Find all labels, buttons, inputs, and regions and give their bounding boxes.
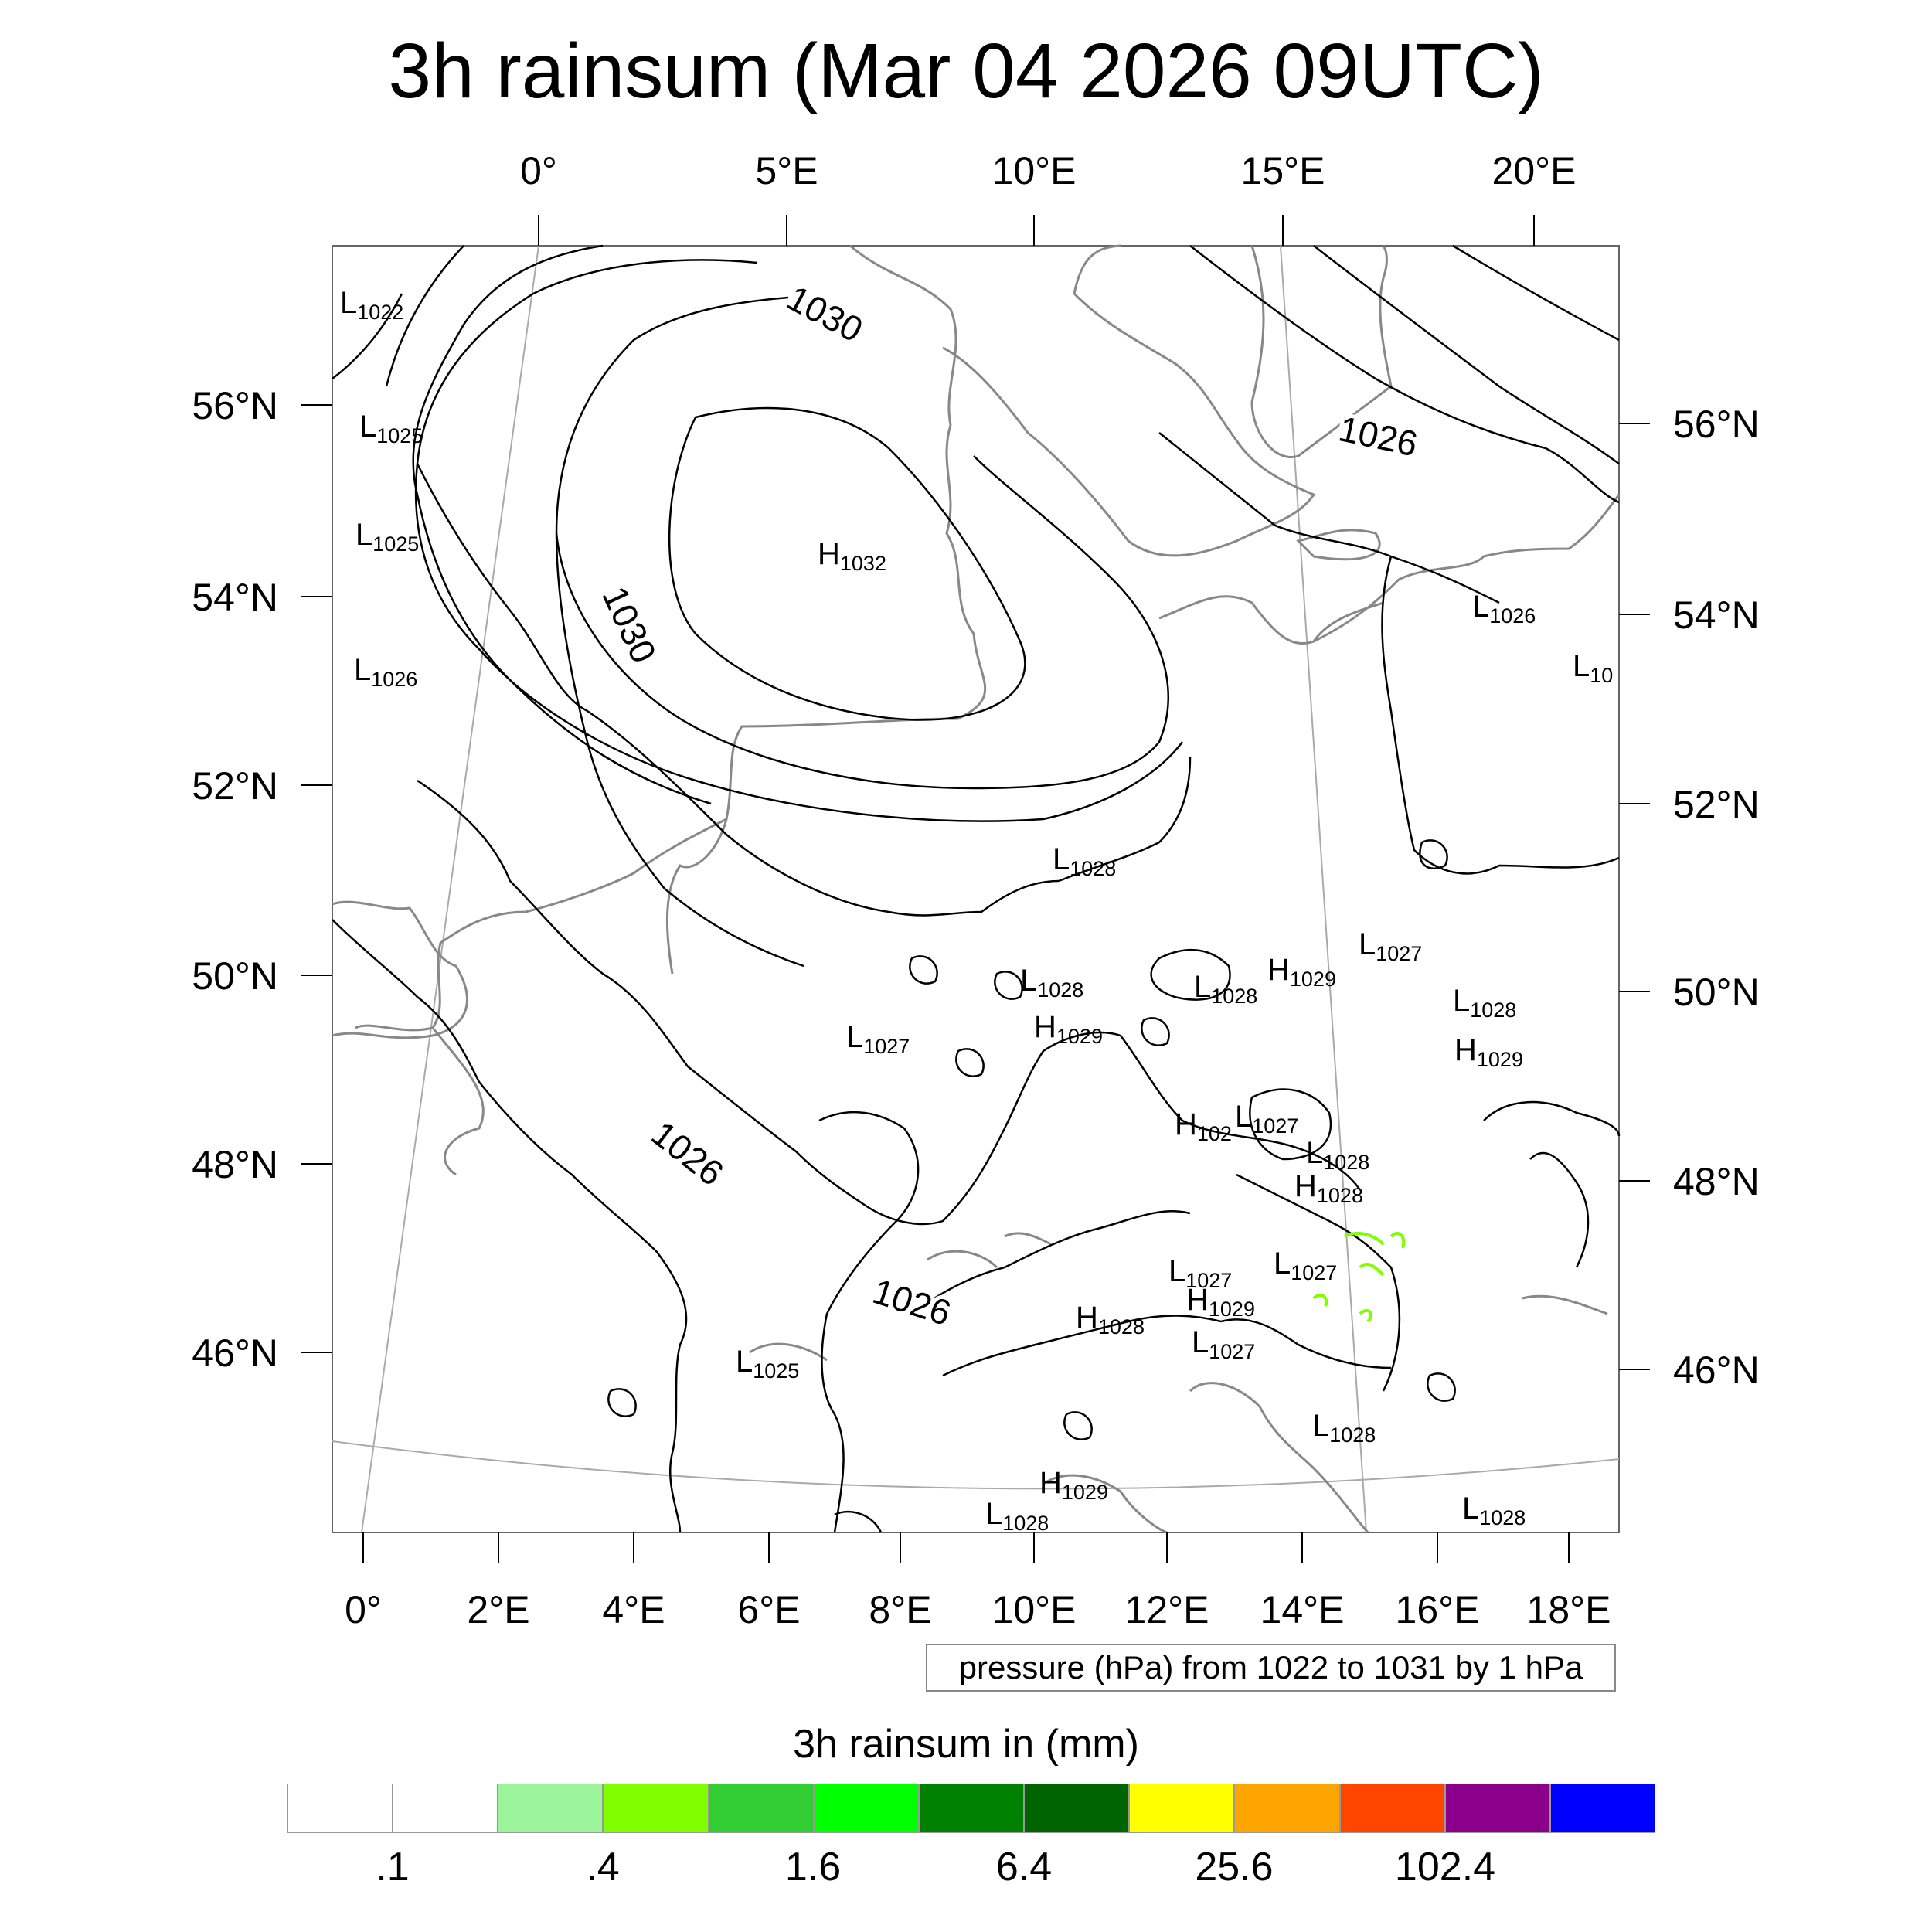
top-lon-label: 0° xyxy=(520,149,557,192)
pressure-center: H102 xyxy=(1175,1107,1232,1145)
bottom-lon-label: 2°E xyxy=(467,1588,529,1631)
bottom-lon-label: 10°E xyxy=(992,1588,1077,1631)
pressure-center: L1027 xyxy=(1192,1325,1255,1363)
colorbar-box xyxy=(287,1784,393,1833)
left-lat-label: 46°N xyxy=(192,1332,278,1375)
colorbar-box xyxy=(1024,1784,1130,1833)
bottom-lon-label: 14°E xyxy=(1260,1588,1345,1631)
left-lat-label: 52°N xyxy=(192,764,278,808)
pressure-center: H1029 xyxy=(1039,1466,1108,1504)
colorbar-box xyxy=(603,1784,709,1833)
pressure-center: L1027 xyxy=(1168,1254,1232,1292)
pressure-center: L1025 xyxy=(359,410,423,447)
colorbar-label: 6.4 xyxy=(995,1845,1053,1889)
map-frame xyxy=(332,245,1620,1533)
colorbar xyxy=(287,1784,1656,1833)
pressure-center: L1026 xyxy=(354,653,417,691)
colorbar-label: .4 xyxy=(586,1845,620,1889)
bottom-lon-label: 6°E xyxy=(737,1588,800,1631)
bottom-lon-label: 8°E xyxy=(869,1588,931,1631)
right-lat-label: 48°N xyxy=(1673,1160,1760,1203)
top-lon-label: 20°E xyxy=(1492,149,1577,192)
bottom-lon-label: 18°E xyxy=(1527,1588,1611,1631)
top-lon-label: 5°E xyxy=(755,149,818,192)
axis-ticks xyxy=(301,215,1650,1563)
colorbar-title: 3h rainsum in (mm) xyxy=(793,1722,1139,1767)
pressure-center: L1028 xyxy=(985,1497,1049,1535)
colorbar-box xyxy=(1549,1784,1656,1833)
colorbar-box xyxy=(1234,1784,1340,1833)
colorbar-label: 1.6 xyxy=(784,1845,842,1889)
pressure-center: L1028 xyxy=(1194,970,1257,1008)
top-lon-label: 15°E xyxy=(1241,149,1325,192)
pressure-center: H1029 xyxy=(1454,1033,1523,1071)
isobars xyxy=(332,244,1621,1533)
pressure-center: L1027 xyxy=(1274,1247,1337,1284)
colorbar-box xyxy=(1444,1784,1550,1833)
rain-areas xyxy=(1312,1231,1406,1323)
colorbar-box xyxy=(708,1784,814,1833)
bottom-lon-label: 4°E xyxy=(602,1588,665,1631)
pressure-center: L10 xyxy=(1573,649,1613,687)
pressure-center: L1028 xyxy=(1462,1492,1526,1529)
contour-legend-note: pressure (hPa) from 1022 to 1031 by 1 hP… xyxy=(926,1644,1616,1692)
pressure-center: L1028 xyxy=(1020,964,1083,1002)
colorbar-label: 25.6 xyxy=(1195,1845,1274,1889)
left-lat-label: 56°N xyxy=(192,384,278,427)
top-lon-label: 10°E xyxy=(992,149,1077,192)
colorbar-box xyxy=(918,1784,1025,1833)
pressure-center: H1028 xyxy=(1076,1301,1145,1338)
pressure-centers: L1022 L1025 L1025 L1026 H1032 L1026 L10 … xyxy=(340,286,1613,1535)
pressure-center: H1032 xyxy=(818,537,886,575)
pressure-center: H1029 xyxy=(1267,953,1336,991)
pressure-center: L1022 xyxy=(340,286,403,324)
graticule xyxy=(332,245,1620,1533)
pressure-center: L1027 xyxy=(1235,1100,1298,1138)
right-lat-label: 54°N xyxy=(1673,594,1760,637)
colorbar-box xyxy=(1339,1784,1445,1833)
pressure-center: H1028 xyxy=(1294,1169,1363,1207)
left-lat-label: 54°N xyxy=(192,576,278,619)
bottom-lon-label: 12°E xyxy=(1125,1588,1209,1631)
colorbar-box xyxy=(1129,1784,1235,1833)
right-lat-label: 52°N xyxy=(1673,783,1760,826)
pressure-center: L1027 xyxy=(1359,927,1422,965)
pressure-center: L1025 xyxy=(736,1345,799,1383)
right-lat-label: 56°N xyxy=(1673,403,1760,446)
left-lat-label: 48°N xyxy=(192,1143,278,1186)
pressure-center: L1025 xyxy=(355,518,419,556)
coastlines xyxy=(332,244,1621,1534)
right-lat-label: 50°N xyxy=(1673,971,1760,1014)
colorbar-label: 102.4 xyxy=(1394,1845,1496,1889)
pressure-center: L1028 xyxy=(1306,1136,1369,1174)
colorbar-label: .1 xyxy=(376,1845,410,1889)
bottom-lon-label: 16°E xyxy=(1396,1588,1480,1631)
pressure-center: L1026 xyxy=(1472,590,1536,628)
pressure-center: L1028 xyxy=(1453,984,1516,1022)
colorbar-box xyxy=(393,1784,498,1833)
pressure-center: L1027 xyxy=(846,1020,910,1058)
right-lat-label: 46°N xyxy=(1673,1349,1760,1392)
pressure-center: L1028 xyxy=(1053,842,1116,880)
colorbar-box xyxy=(813,1784,919,1833)
pressure-center: H1029 xyxy=(1034,1010,1103,1048)
pressure-center: H1029 xyxy=(1186,1283,1255,1321)
chart-title: 3h rainsum (Mar 04 2026 09UTC) xyxy=(388,28,1544,114)
bottom-lon-label: 0° xyxy=(345,1588,382,1631)
left-lat-label: 50°N xyxy=(192,954,278,998)
colorbar-box xyxy=(498,1784,604,1833)
pressure-center: L1028 xyxy=(1312,1409,1376,1447)
